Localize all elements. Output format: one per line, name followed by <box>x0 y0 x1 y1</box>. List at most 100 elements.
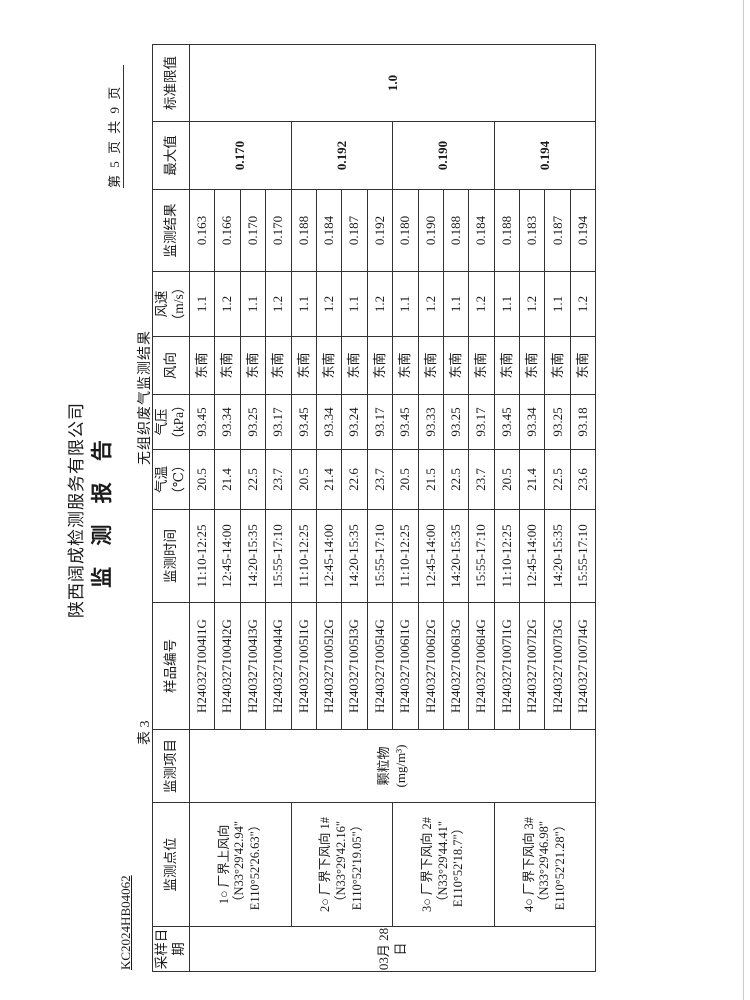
sample-id: H2403271006l1G <box>392 602 419 730</box>
result-value: 0.184 <box>316 189 342 272</box>
temperature: 21.4 <box>214 449 241 510</box>
sample-id: H2403271005l4G <box>367 602 393 730</box>
column-header-limit: 标准限值 <box>152 44 190 122</box>
wind-speed: 1.1 <box>392 271 419 337</box>
temperature: 21.4 <box>316 449 342 510</box>
result-value: 0.166 <box>214 189 241 272</box>
wind-direction: 东南 <box>316 336 342 395</box>
sample-id: H2403271004l4G <box>265 602 292 730</box>
monitoring-time: 11:10-12:25 <box>494 509 520 603</box>
sample-id: H2403271004l2G <box>214 602 241 730</box>
pressure: 93.25 <box>240 394 266 450</box>
wind-speed: 1.2 <box>214 271 241 337</box>
sample-id: H2403271006l3G <box>443 602 469 730</box>
monitoring-time: 14:20-15:35 <box>240 509 266 603</box>
monitoring-point: 3○ 厂界下风向 2# （N33°29'44.41" E110°52'18.7"… <box>392 802 495 927</box>
sample-id: H2403271004l3G <box>240 602 266 730</box>
result-value: 0.187 <box>544 189 571 272</box>
wind-speed: 1.1 <box>544 271 571 337</box>
temperature: 23.6 <box>570 449 596 510</box>
temperature: 20.5 <box>392 449 419 510</box>
sample-id: H2403271005l1G <box>291 602 317 730</box>
monitoring-point: 2○ 厂界下风向 1# （N33°29'42.16" E110°52'19.05… <box>291 802 393 927</box>
monitoring-time: 15:55-17:10 <box>367 509 393 603</box>
wind-speed: 1.1 <box>240 271 266 337</box>
pressure: 93.17 <box>265 394 292 450</box>
monitoring-time: 14:20-15:35 <box>341 509 368 603</box>
result-value: 0.184 <box>468 189 495 272</box>
temperature: 23.7 <box>265 449 292 510</box>
sample-id: H2403271007l4G <box>570 602 596 730</box>
temperature: 20.5 <box>291 449 317 510</box>
pressure: 93.45 <box>291 394 317 450</box>
temperature: 20.5 <box>494 449 520 510</box>
result-value: 0.192 <box>367 189 393 272</box>
monitoring-time: 15:55-17:10 <box>468 509 495 603</box>
max-value: 0.170 <box>189 121 292 190</box>
results-table: 采样日期 监测点位 监测项目 样品编号 监测时间 气温（℃） 气压（kPa） 风向 风速（m/s… <box>152 44 596 972</box>
column-header-dir: 风向 <box>152 336 190 395</box>
wind-direction: 东南 <box>544 336 571 395</box>
wind-speed: 1.1 <box>189 271 215 337</box>
table-row: 03月 28日 1○ 厂界上风向 （N33°29'42.94" E110°52'2… <box>189 44 596 972</box>
wind-speed: 1.1 <box>341 271 368 337</box>
column-header-temp: 气温（℃） <box>152 449 190 510</box>
wind-direction: 东南 <box>392 336 419 395</box>
sample-id: H2403271007l2G <box>519 602 545 730</box>
monitoring-time: 11:10-12:25 <box>291 509 317 603</box>
sample-id: H2403271004l1G <box>189 602 215 730</box>
wind-speed: 1.2 <box>468 271 495 337</box>
result-value: 0.170 <box>265 189 292 272</box>
wind-speed: 1.2 <box>418 271 444 337</box>
wind-direction: 东南 <box>341 336 368 395</box>
sample-id: H2403271006l4G <box>468 602 495 730</box>
standard-limit: 1.0 <box>189 44 596 122</box>
wind-direction: 东南 <box>291 336 317 395</box>
table-row: 2○ 厂界下风向 1# （N33°29'42.16" E110°52'19.05… <box>291 45 393 972</box>
page-info: 第 5 页 共 9 页 <box>104 64 124 188</box>
pressure: 93.34 <box>214 394 241 450</box>
max-value: 0.194 <box>494 121 596 190</box>
wind-direction: 东南 <box>240 336 266 395</box>
temperature: 22.5 <box>443 449 469 510</box>
wind-speed: 1.1 <box>291 271 317 337</box>
pressure: 93.25 <box>544 394 571 450</box>
monitoring-time: 11:10-12:25 <box>189 509 215 603</box>
temperature: 23.7 <box>468 449 495 510</box>
result-value: 0.188 <box>494 189 520 272</box>
wind-direction: 东南 <box>468 336 495 395</box>
temperature: 22.5 <box>240 449 266 510</box>
pressure: 93.45 <box>189 394 215 450</box>
monitoring-point: 1○ 厂界上风向 （N33°29'42.94" E110°52'26.63"） <box>189 802 292 927</box>
result-value: 0.180 <box>392 189 419 272</box>
max-value: 0.192 <box>291 121 393 190</box>
wind-direction: 东南 <box>494 336 520 395</box>
result-value: 0.190 <box>418 189 444 272</box>
pressure: 93.45 <box>392 394 419 450</box>
company-name: 陕西阔成检测服务有限公司 <box>67 402 86 618</box>
pressure: 93.34 <box>316 394 342 450</box>
temperature: 22.6 <box>341 449 368 510</box>
column-header-time: 监测时间 <box>152 509 190 603</box>
temperature: 20.5 <box>189 449 215 510</box>
pressure: 93.17 <box>468 394 495 450</box>
report-number: KC2024HB04062 <box>118 875 133 970</box>
sample-date: 03月 28日 <box>189 926 596 972</box>
result-value: 0.187 <box>341 189 368 272</box>
table-title: 无组织废气监测结果 <box>138 330 153 465</box>
pressure: 93.17 <box>367 394 393 450</box>
result-value: 0.170 <box>240 189 266 272</box>
table-number: 表 3 <box>138 720 153 746</box>
wind-direction: 东南 <box>367 336 393 395</box>
column-header-result: 监测结果 <box>152 189 190 272</box>
pressure: 93.33 <box>418 394 444 450</box>
wind-speed: 1.1 <box>494 271 520 337</box>
temperature: 22.5 <box>544 449 571 510</box>
wind-direction: 东南 <box>570 336 596 395</box>
wind-direction: 东南 <box>418 336 444 395</box>
pressure: 93.18 <box>570 394 596 450</box>
monitoring-point: 4○ 厂界下风向 3# （N33°29'46.98" E110°52'21.28… <box>494 802 596 927</box>
wind-direction: 东南 <box>519 336 545 395</box>
wind-speed: 1.1 <box>443 271 469 337</box>
monitoring-time: 14:20-15:35 <box>443 509 469 603</box>
